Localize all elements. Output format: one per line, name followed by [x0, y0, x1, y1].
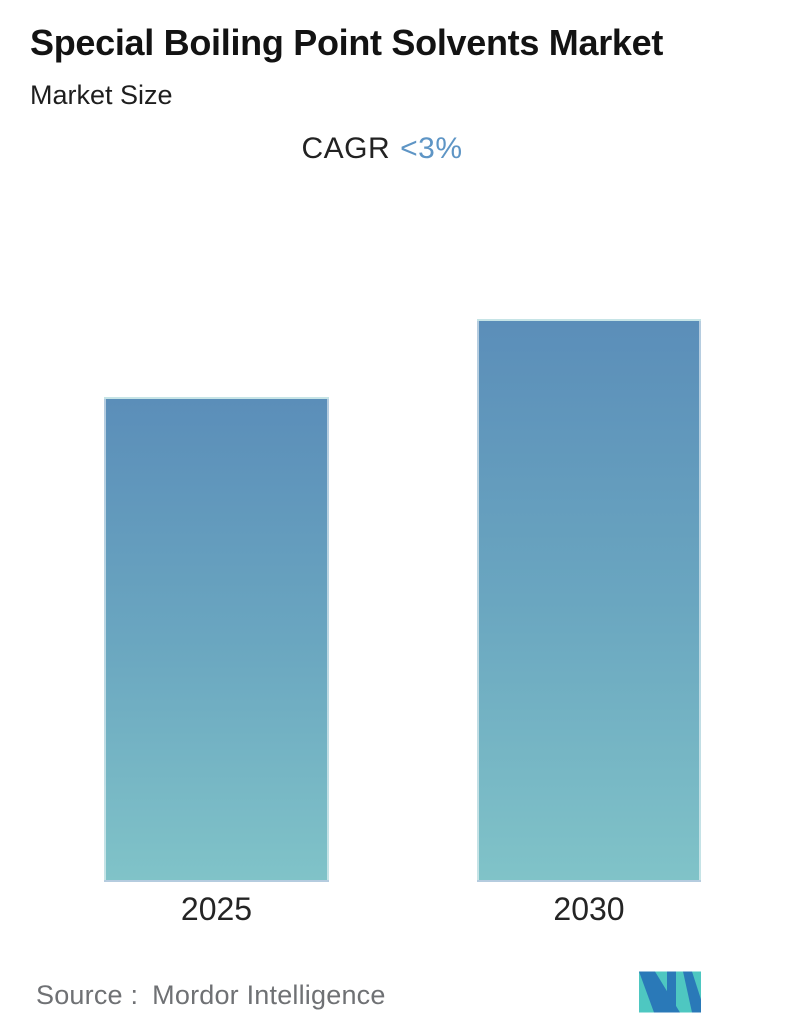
cagr-annotation: CAGR <3% — [0, 132, 764, 166]
x-axis-label-2025: 2025 — [180, 891, 253, 927]
source-value: Mordor Intelligence — [152, 980, 386, 1010]
cagr-value: <3% — [400, 132, 463, 165]
logo-middle-bar — [667, 971, 676, 1013]
page-title: Special Boiling Point Solvents Market — [30, 22, 664, 63]
source-attribution: Source : Mordor Intelligence — [36, 980, 386, 1011]
cagr-label: CAGR — [301, 132, 391, 165]
source-label: Source : — [36, 980, 139, 1010]
mordor-intelligence-logo — [639, 971, 701, 1013]
x-axis-label-2030: 2030 — [553, 891, 625, 927]
logo-right-diagonal — [683, 971, 701, 1013]
bar-2030 — [477, 319, 701, 882]
bar-2025 — [104, 397, 329, 882]
chart-subtitle: Market Size — [30, 80, 173, 110]
